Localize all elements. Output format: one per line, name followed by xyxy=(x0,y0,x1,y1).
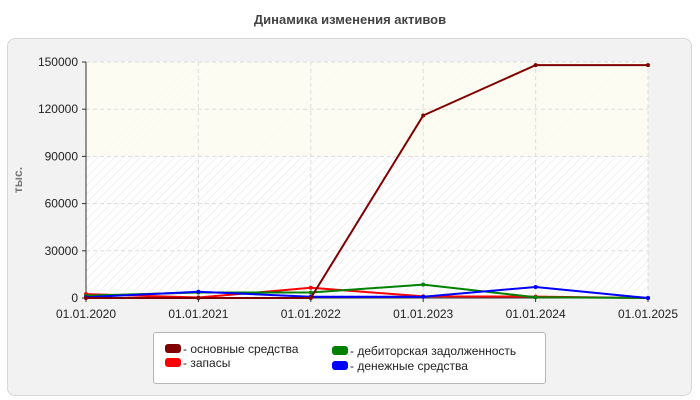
y-tick-label: 120000 xyxy=(38,102,78,116)
series-lines xyxy=(84,63,650,300)
x-tick-label: 01.01.2022 xyxy=(281,307,341,321)
legend-item-inventory: - запасы xyxy=(165,355,230,370)
y-tick-label: 30000 xyxy=(45,244,79,258)
legend: - основные средства - запасы - дебиторск… xyxy=(153,332,546,384)
legend-item-fixed-assets: - основные средства xyxy=(165,341,298,356)
series-line-0 xyxy=(86,64,648,299)
y-axis-label: тыс. xyxy=(11,167,25,193)
legend-label: денежные средства xyxy=(357,358,468,373)
data-point xyxy=(308,285,313,290)
legend-swatch xyxy=(332,346,348,356)
data-point xyxy=(421,282,426,287)
x-tick-label: 01.01.2023 xyxy=(393,307,453,321)
data-point xyxy=(421,294,426,299)
legend-label: запасы xyxy=(190,355,231,370)
legend-label: дебиторская задолженность xyxy=(357,343,517,358)
data-point xyxy=(308,296,313,300)
x-tick-label: 01.01.2024 xyxy=(506,307,566,321)
y-tick-label: 60000 xyxy=(45,197,79,211)
data-point xyxy=(646,63,650,68)
legend-swatch xyxy=(165,358,181,368)
x-tick-label: 01.01.2021 xyxy=(168,307,228,321)
data-point xyxy=(84,296,88,300)
legend-swatch xyxy=(332,361,348,371)
legend-label: основные средства xyxy=(190,341,299,356)
data-point xyxy=(421,113,426,118)
series-line-3 xyxy=(85,285,649,299)
legend-swatch xyxy=(165,344,181,354)
x-tick-label: 01.01.2020 xyxy=(56,307,116,321)
x-tick-label: 01.01.2025 xyxy=(618,307,678,321)
legend-item-cash: - денежные средства xyxy=(332,358,468,373)
data-point xyxy=(533,295,538,300)
x-ticks: 01.01.2020 01.01.2021 01.01.2022 01.01.2023… xyxy=(56,298,678,321)
legend-item-receivables: - дебиторская задолженность xyxy=(332,343,516,358)
data-point xyxy=(196,289,201,294)
chart-title: Динамика изменения активов xyxy=(253,12,447,27)
y-tick-label: 0 xyxy=(71,291,78,305)
data-point xyxy=(533,284,538,289)
y-tick-label: 90000 xyxy=(45,149,79,163)
data-point xyxy=(646,296,650,300)
y-ticks: 0 30000 60000 90000 120000 150000 xyxy=(38,55,86,305)
data-point xyxy=(308,290,313,295)
grid xyxy=(86,61,649,298)
data-point xyxy=(533,63,538,68)
y-tick-label: 150000 xyxy=(38,55,78,69)
data-point xyxy=(196,296,201,300)
